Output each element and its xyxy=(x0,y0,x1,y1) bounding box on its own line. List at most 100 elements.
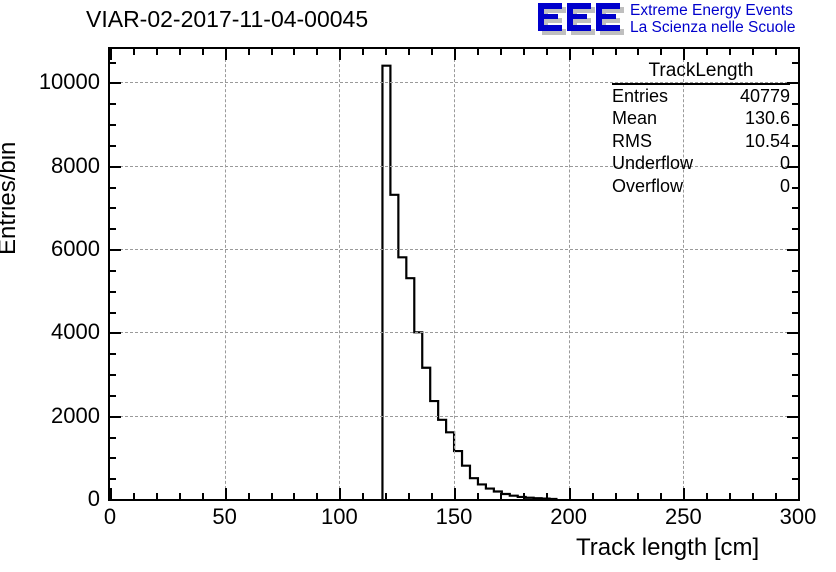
x-major-tick-top xyxy=(224,49,227,60)
y-minor-tick-right xyxy=(792,311,798,314)
x-minor-tick xyxy=(706,493,709,499)
x-minor-tick-top xyxy=(522,49,525,55)
x-minor-tick xyxy=(201,493,204,499)
x-minor-tick xyxy=(270,493,273,499)
x-minor-tick-top xyxy=(752,49,755,55)
x-minor-tick-top xyxy=(706,49,709,55)
x-minor-tick xyxy=(247,493,250,499)
x-minor-tick xyxy=(362,493,365,499)
x-minor-tick xyxy=(637,493,640,499)
x-minor-tick xyxy=(431,493,434,499)
x-minor-tick-top xyxy=(155,49,158,55)
x-minor-tick-top xyxy=(362,49,365,55)
y-minor-tick xyxy=(110,186,116,189)
x-minor-tick xyxy=(476,493,479,499)
y-major-tick-right xyxy=(787,82,798,85)
x-major-tick xyxy=(339,488,342,499)
y-minor-tick xyxy=(110,394,116,397)
x-axis-tick-label: 50 xyxy=(212,504,237,529)
x-minor-tick xyxy=(499,493,502,499)
y-minor-tick xyxy=(110,269,116,272)
y-minor-tick xyxy=(110,144,116,147)
y-major-tick xyxy=(110,415,121,418)
y-major-tick xyxy=(110,249,121,251)
eee-logo-line1: Extreme Energy Events xyxy=(630,2,793,19)
x-gridline xyxy=(339,49,341,499)
y-minor-tick-right xyxy=(792,394,798,397)
y-minor-tick-right xyxy=(792,269,798,272)
eee-letter-1 xyxy=(538,3,566,35)
x-axis-tick-label: 100 xyxy=(320,504,358,529)
stats-value-mean: 130.6 xyxy=(744,108,790,128)
y-minor-tick xyxy=(110,124,116,126)
stats-row-overflow: Overflow 0 xyxy=(612,175,790,198)
histogram-step-outline xyxy=(381,64,558,499)
x-axis-tick-label: 300 xyxy=(779,504,817,529)
x-major-tick-top xyxy=(339,49,342,60)
y-minor-tick xyxy=(110,61,116,64)
x-minor-tick-top xyxy=(660,49,663,55)
x-minor-tick xyxy=(178,493,181,499)
x-minor-tick-top xyxy=(178,49,181,55)
x-minor-tick xyxy=(408,493,411,499)
x-minor-tick-top xyxy=(408,49,411,55)
y-minor-tick xyxy=(110,103,116,106)
x-minor-tick xyxy=(522,493,525,499)
y-axis-tick-label: 2000 xyxy=(51,402,100,428)
y-major-tick-right xyxy=(787,415,798,418)
x-axis-tick-label: 150 xyxy=(435,504,473,529)
stats-label-underflow: Underflow xyxy=(612,153,694,173)
x-minor-tick xyxy=(385,493,388,499)
x-minor-tick-top xyxy=(293,49,296,55)
stats-box: TrackLength Entries 40779 Mean 130.6 RMS… xyxy=(612,60,790,197)
eee-letter-3 xyxy=(596,3,624,35)
stats-value-rms: 10.54 xyxy=(744,130,790,151)
x-minor-tick xyxy=(614,493,617,499)
y-minor-tick-right xyxy=(792,436,798,439)
y-axis-tick-label: 4000 xyxy=(51,319,100,345)
x-minor-tick xyxy=(752,493,755,499)
stats-value-underflow: 0 xyxy=(779,153,790,173)
x-minor-tick xyxy=(591,493,594,499)
x-minor-tick-top xyxy=(270,49,273,55)
y-minor-tick xyxy=(110,311,116,314)
x-minor-tick-top xyxy=(775,49,778,55)
y-minor-tick-right xyxy=(792,457,798,460)
x-gridline xyxy=(568,49,570,499)
y-axis-tick-label: 0 xyxy=(87,486,100,511)
x-minor-tick xyxy=(155,493,158,499)
x-minor-tick xyxy=(660,493,663,499)
stats-value-entries: 40779 xyxy=(739,85,790,106)
stats-row-rms: RMS 10.54 xyxy=(612,130,790,153)
eee-logo: Extreme Energy Events La Scienza nelle S… xyxy=(538,2,834,38)
x-major-tick-top xyxy=(110,49,112,60)
y-minor-tick-right xyxy=(792,374,798,376)
y-major-tick-right xyxy=(787,249,798,251)
x-minor-tick-top xyxy=(545,49,548,55)
y-minor-tick xyxy=(110,290,116,293)
y-minor-tick-right xyxy=(792,290,798,293)
x-minor-tick xyxy=(775,493,778,499)
y-major-tick-right xyxy=(787,165,798,168)
x-major-tick xyxy=(454,488,456,499)
x-minor-tick xyxy=(316,493,319,499)
y-minor-tick-right xyxy=(792,186,798,189)
y-minor-tick-right xyxy=(792,478,798,481)
y-minor-tick-right xyxy=(792,103,798,106)
x-minor-tick-top xyxy=(591,49,594,55)
x-gridline xyxy=(683,49,685,499)
x-major-tick xyxy=(568,488,571,499)
y-minor-tick xyxy=(110,374,116,376)
x-minor-tick-top xyxy=(637,49,640,55)
y-axis-tick-label: 10000 xyxy=(38,69,100,95)
y-minor-tick-right xyxy=(792,228,798,231)
x-minor-tick-top xyxy=(132,49,135,55)
y-minor-tick xyxy=(110,478,116,481)
y-minor-tick xyxy=(110,228,116,231)
x-major-tick xyxy=(224,488,227,499)
y-minor-tick xyxy=(110,436,116,439)
eee-letter-2 xyxy=(567,3,595,35)
stats-label-mean: Mean xyxy=(612,108,658,128)
x-axis-tick-label: 200 xyxy=(550,504,588,529)
y-minor-tick-right xyxy=(792,144,798,147)
